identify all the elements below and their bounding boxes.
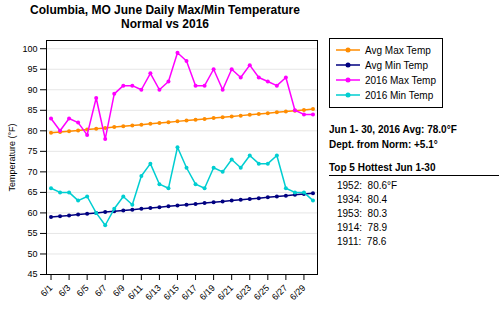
svg-text:6/7: 6/7 [93,282,109,298]
svg-text:6/11: 6/11 [126,282,145,301]
html-text:1911: 78.6: 1911: 78.6 [337,235,387,247]
html-text:1952: 80.6°F: 1952: 80.6°F [337,179,398,191]
html-text:Columbia, MO June Daily Max/Mi: Columbia, MO June Daily Max/Min Temperat… [30,3,300,32]
svg-text:95: 95 [27,64,37,74]
svg-text:75: 75 [27,146,37,156]
html-text:2016 Min Temp: 2016 Min Temp [365,89,434,101]
html-text:Avg Max Temp: Avg Max Temp [365,44,431,56]
html-text:1914: 78.9: 1914: 78.9 [337,221,387,233]
svg-text:6/5: 6/5 [75,282,91,298]
html-text:Top 5 Hottest Jun 1-30: Top 5 Hottest Jun 1-30 [329,161,436,173]
html-text:Dept. from Norm: +5.1°: Dept. from Norm: +5.1° [329,138,438,150]
svg-text:90: 90 [27,84,37,94]
svg-text:70: 70 [27,167,37,177]
html-text:1934: 80.4: 1934: 80.4 [337,193,387,205]
svg-text:6/17: 6/17 [180,282,199,301]
html-text:Avg Min Temp: Avg Min Temp [365,59,428,71]
html-text:Jun 1- 30, 2016 Avg: 78.0°F: Jun 1- 30, 2016 Avg: 78.0°F [329,123,457,135]
html-text:1953: 80.3: 1953: 80.3 [337,207,387,219]
svg-text:45: 45 [27,269,37,279]
svg-text:6/9: 6/9 [111,282,127,298]
html-text:2016 Max Temp: 2016 Max Temp [365,74,436,86]
svg-text:6/25: 6/25 [252,282,271,301]
svg-text:6/13: 6/13 [143,282,162,301]
svg-text:80: 80 [27,125,37,135]
svg-text:6/27: 6/27 [270,282,289,301]
svg-text:60: 60 [27,208,37,218]
svg-text:Temperature (°F): Temperature (°F) [7,123,17,191]
svg-text:65: 65 [27,187,37,197]
svg-text:50: 50 [27,249,37,259]
svg-text:55: 55 [27,228,37,238]
svg-text:6/23: 6/23 [234,282,253,301]
svg-text:6/29: 6/29 [288,282,307,301]
svg-text:6/21: 6/21 [216,282,235,301]
svg-text:100: 100 [22,43,37,53]
svg-text:85: 85 [27,105,37,115]
svg-text:6/15: 6/15 [161,282,180,301]
svg-text:6/3: 6/3 [57,282,73,298]
svg-text:6/19: 6/19 [198,282,217,301]
svg-text:6/1: 6/1 [39,282,55,298]
